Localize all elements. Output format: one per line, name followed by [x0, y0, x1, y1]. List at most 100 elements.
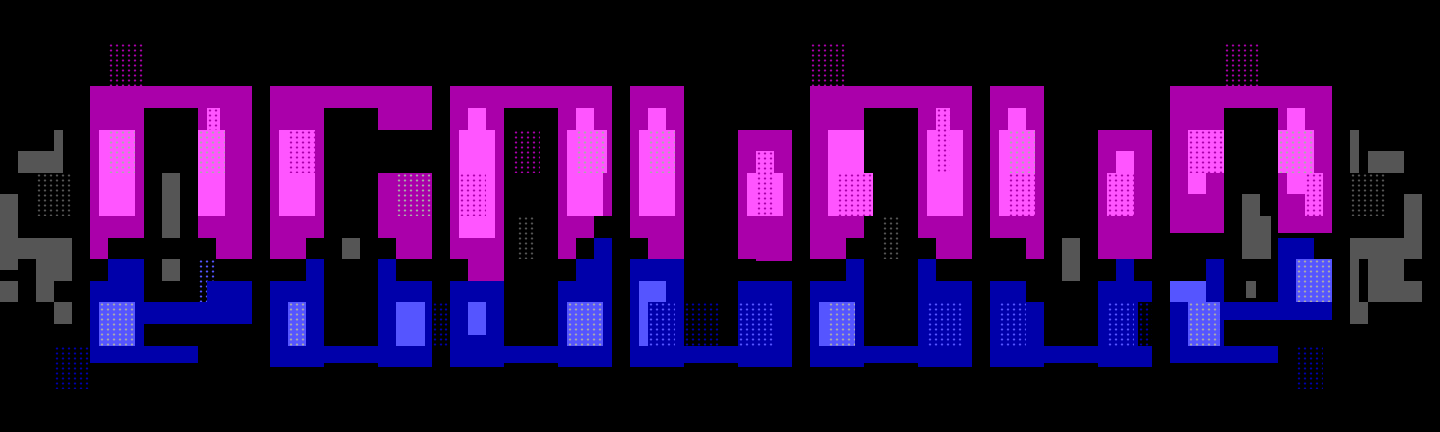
ansi-block	[1224, 302, 1332, 320]
ansi-block	[576, 259, 612, 281]
ansi-block	[1098, 259, 1116, 281]
ansi-block	[432, 302, 445, 346]
ansi-block	[1350, 302, 1368, 324]
ansi-block	[1008, 129, 1035, 173]
ansi-block	[864, 345, 918, 363]
ansi-block	[918, 259, 936, 281]
ansi-block	[442, 302, 450, 346]
ansi-block	[288, 129, 315, 173]
ansi-block	[36, 172, 72, 216]
ansi-block	[108, 259, 144, 281]
ansi-block	[576, 108, 594, 130]
ansi-block	[882, 216, 900, 260]
ansi-block	[1107, 302, 1134, 346]
ansi-block	[846, 259, 864, 281]
ansi-block	[567, 302, 603, 346]
ansi-block	[468, 108, 486, 130]
ansi-block	[1305, 172, 1323, 216]
ansi-block	[1368, 259, 1404, 303]
ansi-block	[1026, 280, 1044, 303]
ansi-block	[846, 237, 864, 260]
ansi-block	[1062, 237, 1080, 281]
ansi-block	[684, 302, 720, 346]
ansi-block	[1026, 237, 1044, 260]
ansi-block	[396, 172, 432, 216]
ansi-block	[810, 43, 846, 87]
ansi-block	[198, 129, 225, 173]
ansi-block	[90, 345, 198, 363]
ansi-block	[936, 259, 972, 281]
ansi-block	[108, 129, 135, 173]
ansi-block	[1245, 280, 1257, 299]
ansi-block	[36, 259, 72, 281]
ansi-block	[990, 345, 1152, 363]
ansi-block	[1296, 345, 1323, 389]
ansi-block	[738, 302, 774, 346]
ansi-block	[18, 151, 63, 173]
ansi-block	[1116, 259, 1134, 281]
ansi-block	[837, 172, 873, 216]
ansi-block	[450, 259, 468, 281]
ansi-block	[1188, 302, 1221, 346]
ansi-block	[288, 302, 306, 346]
ansi-block	[342, 237, 360, 260]
ansi-block	[630, 345, 792, 363]
ansi-block	[468, 302, 486, 335]
ansi-block	[576, 129, 607, 173]
ansi-block	[1404, 280, 1422, 303]
ansi-block	[0, 237, 72, 260]
ansi-block	[1008, 108, 1026, 130]
ansi-block	[378, 129, 432, 173]
ansi-block	[1188, 129, 1224, 173]
ansi-block	[810, 259, 846, 281]
ansi-block	[99, 302, 135, 346]
ansi-block	[54, 302, 72, 324]
ansi-block	[207, 280, 252, 303]
ansi-block	[918, 237, 936, 260]
ansi-block	[1137, 302, 1152, 346]
ansi-block	[162, 259, 180, 281]
ansi-block	[0, 280, 18, 303]
ansi-block	[516, 216, 535, 260]
ansi-block	[54, 129, 63, 156]
ansi-block	[162, 172, 180, 238]
ansi-block	[1188, 172, 1206, 195]
ansi-block	[648, 129, 675, 173]
ansi-block	[1350, 259, 1359, 303]
ansi-block	[468, 259, 504, 281]
ansi-block	[270, 345, 432, 363]
ansi-block	[1170, 345, 1278, 363]
ansi-block	[1107, 172, 1134, 216]
ansi-block	[306, 259, 324, 281]
ansi-block	[828, 302, 855, 346]
ansi-block	[1368, 151, 1404, 173]
ansi-block	[54, 345, 90, 389]
ansi-block	[648, 108, 666, 130]
ansi-block	[459, 172, 486, 216]
ansi-block	[1206, 259, 1224, 281]
ansi-block	[927, 302, 963, 346]
ansi-block	[36, 280, 54, 303]
ansi-block	[756, 259, 792, 262]
ansi-block	[576, 237, 594, 260]
ansi-block	[1242, 194, 1260, 260]
ansi-block	[594, 237, 612, 260]
ansi-block	[324, 108, 378, 260]
ansi-block	[378, 259, 396, 281]
ansi-block	[1170, 280, 1206, 303]
ansi-block	[648, 237, 684, 260]
ansi-block	[513, 129, 540, 173]
ansi-block	[450, 345, 612, 363]
ansi-block	[999, 302, 1026, 346]
ansi-block	[90, 280, 144, 303]
ansi-block	[1116, 151, 1134, 173]
ansi-block	[1350, 172, 1386, 216]
ansi-block	[396, 302, 425, 346]
ansi-block	[207, 108, 220, 130]
ansi-block	[1350, 129, 1359, 173]
ansi-block	[936, 108, 951, 173]
ansi-block	[108, 43, 144, 87]
ansi-block	[1008, 172, 1035, 216]
ansi-block	[756, 151, 774, 216]
